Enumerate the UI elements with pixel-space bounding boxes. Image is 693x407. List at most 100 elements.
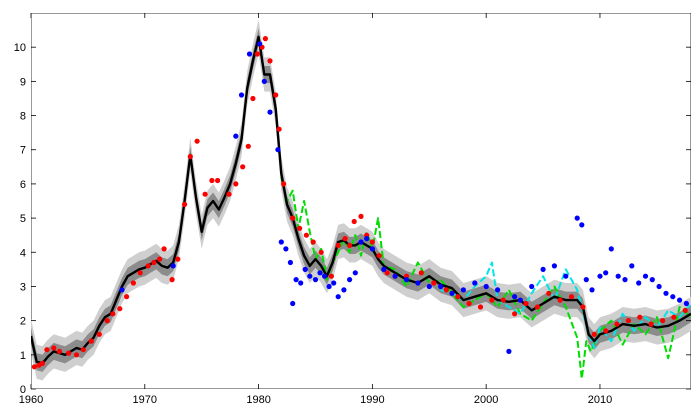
red-point xyxy=(477,304,484,310)
red-point xyxy=(682,307,688,313)
x-tick-label: 2010 xyxy=(588,394,612,406)
red-point xyxy=(80,347,86,353)
estimate-line xyxy=(31,35,691,365)
blue-point xyxy=(415,280,421,286)
dashed-series xyxy=(280,176,691,380)
red-point xyxy=(130,280,136,286)
red-point xyxy=(233,181,239,187)
blue-point xyxy=(364,236,370,242)
blue-point xyxy=(472,280,478,286)
red-point xyxy=(281,181,287,187)
blue-point xyxy=(293,277,299,283)
blue-point xyxy=(290,300,296,307)
plot-area xyxy=(31,13,691,389)
blue-point xyxy=(670,294,676,300)
blue-point xyxy=(574,215,580,221)
red-point xyxy=(157,256,163,262)
blue-point xyxy=(597,273,603,279)
red-point xyxy=(466,300,472,307)
blue-point xyxy=(563,273,569,279)
red-point xyxy=(31,364,37,370)
blue-point xyxy=(233,133,239,139)
blue-point xyxy=(506,348,512,354)
red-point xyxy=(169,277,175,283)
red-point xyxy=(431,280,437,286)
red-point xyxy=(580,304,586,310)
red-point xyxy=(151,259,157,266)
blue-point xyxy=(302,266,308,272)
axes: 0 1 2 3 4 5 6 7 8 9 10 1960 1970 1980 1990 2000 2010 xyxy=(14,13,691,406)
red-point xyxy=(161,246,167,252)
blue-point xyxy=(608,246,614,252)
red-point xyxy=(523,300,529,307)
red-point xyxy=(215,177,221,184)
blue-point xyxy=(677,297,683,303)
blue-point xyxy=(426,283,432,290)
blue-point xyxy=(358,239,364,245)
blue-point xyxy=(583,277,589,283)
y-tick-label: 0 xyxy=(20,384,26,396)
red-point xyxy=(290,215,296,221)
blue-point xyxy=(403,277,410,283)
blue-point xyxy=(341,287,347,293)
blue-point xyxy=(312,277,319,283)
red-point xyxy=(297,225,303,231)
red-point xyxy=(124,294,130,300)
blue-point xyxy=(170,263,176,269)
x-tick-label: 1980 xyxy=(246,394,270,406)
blue-point xyxy=(331,280,337,286)
red-point xyxy=(351,218,357,225)
blue-point xyxy=(352,270,358,276)
red-point xyxy=(328,273,334,279)
red-point xyxy=(591,331,597,337)
blue-point xyxy=(322,273,328,279)
plot-frame xyxy=(31,13,691,389)
red-point xyxy=(175,256,181,262)
blue-point xyxy=(642,273,649,279)
red-point xyxy=(671,314,677,320)
red-point xyxy=(56,348,63,354)
red-point xyxy=(262,36,268,42)
red-point xyxy=(625,318,632,324)
red-point xyxy=(51,345,57,351)
estimate-line-group xyxy=(31,35,691,365)
red-point xyxy=(557,297,563,303)
blue-point xyxy=(261,78,267,84)
blue-point xyxy=(663,290,669,296)
red-point xyxy=(267,58,273,64)
blue-point xyxy=(278,239,284,245)
blue-point xyxy=(529,283,535,290)
blue-point xyxy=(649,277,655,283)
blue-point xyxy=(517,297,523,303)
red-point xyxy=(568,294,575,300)
red-point xyxy=(96,331,102,337)
blue-point xyxy=(629,263,635,269)
y-tick-label: 3 xyxy=(20,281,26,293)
cyan-dashed-series-line xyxy=(440,261,691,349)
red-point xyxy=(546,290,552,296)
blue-point xyxy=(347,277,353,283)
red-point xyxy=(614,321,620,327)
red-point xyxy=(39,360,46,366)
blue-point xyxy=(267,109,273,115)
red-point xyxy=(145,263,151,269)
blue-point xyxy=(683,300,690,307)
blue-point xyxy=(298,280,304,286)
red-point xyxy=(276,126,282,132)
blue-point xyxy=(449,290,455,296)
green-dashed-series-line xyxy=(280,176,691,380)
blue-point xyxy=(656,283,662,290)
red-point xyxy=(310,239,316,245)
red-point xyxy=(104,318,110,324)
y-tick-label: 9 xyxy=(20,76,26,88)
confidence-band-inner xyxy=(31,28,691,372)
y-tick-label: 5 xyxy=(20,213,26,225)
red-point xyxy=(511,311,518,317)
blue-point xyxy=(381,266,387,272)
x-tick-label: 1960 xyxy=(19,394,43,406)
blue-point xyxy=(438,283,444,290)
red-point xyxy=(254,51,260,57)
blue-point xyxy=(460,287,466,293)
red-point xyxy=(347,242,353,248)
